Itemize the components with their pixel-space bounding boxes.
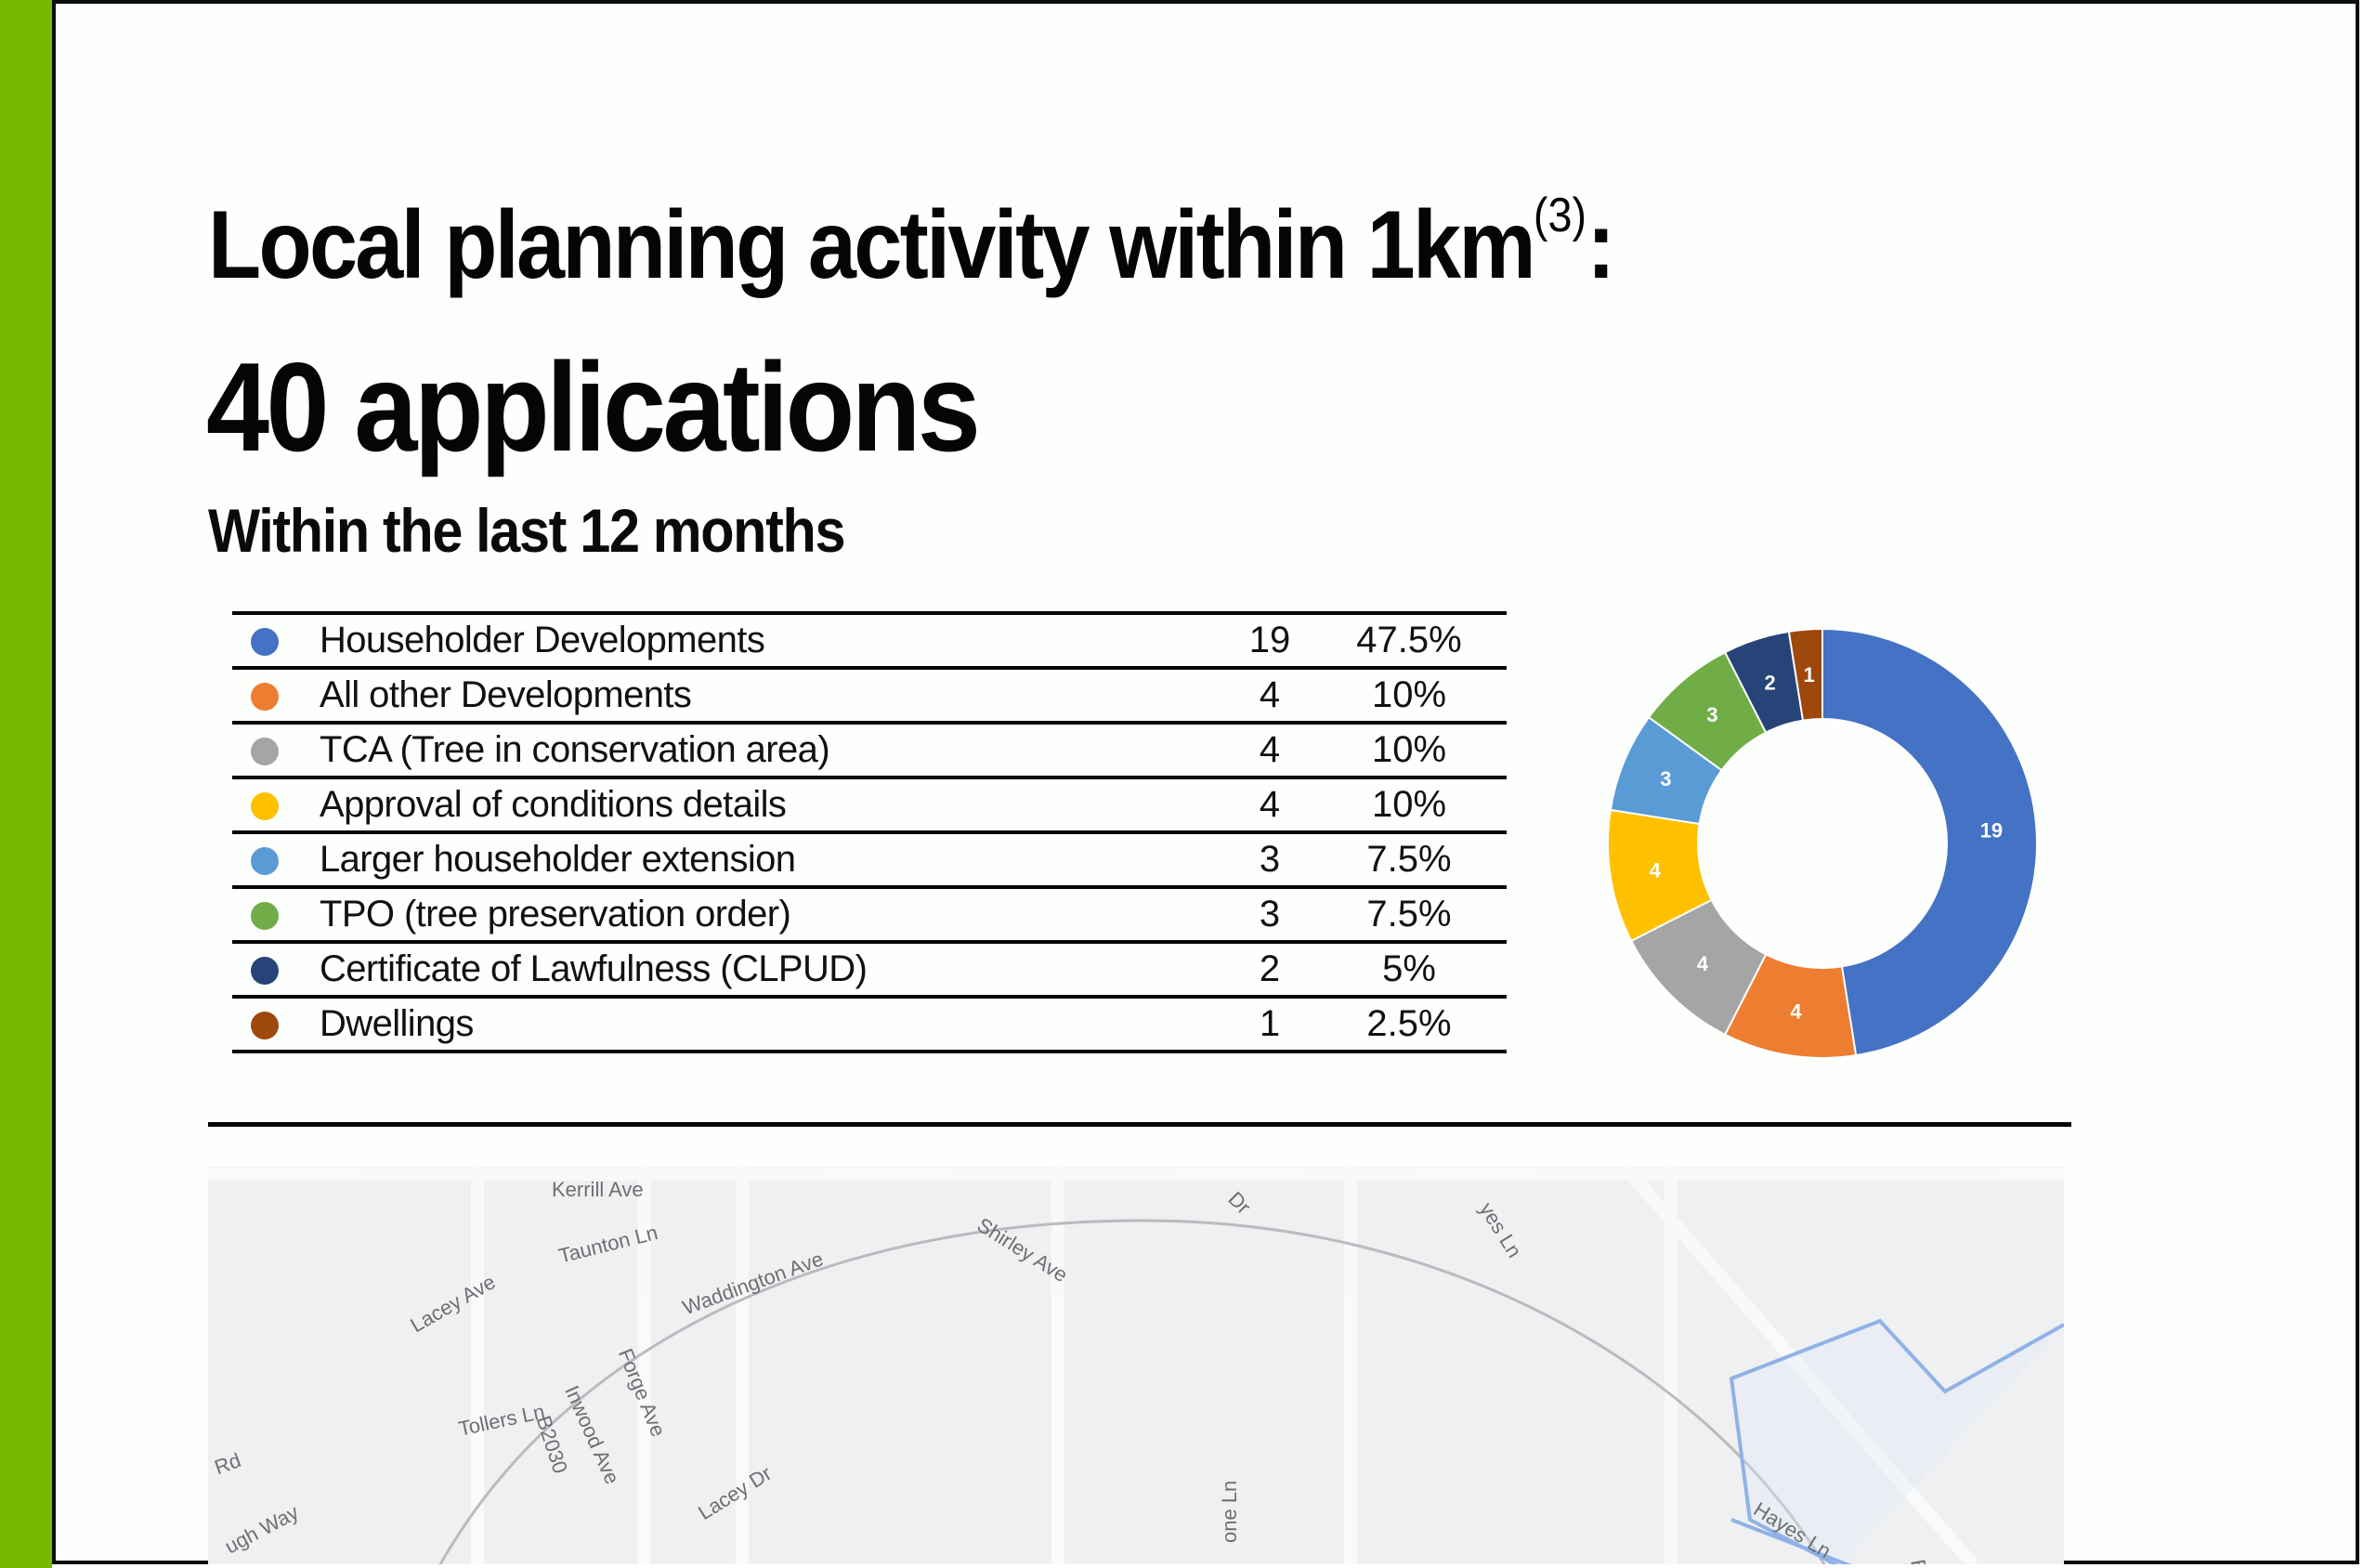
donut-data-label: 3 bbox=[1706, 703, 1717, 726]
legend-row: Certificate of Lawfulness (CLPUD) 2 5% bbox=[232, 942, 1507, 997]
map-street-label: one Ln bbox=[1218, 1480, 1241, 1543]
legend-row: Dwellings 1 2.5% bbox=[232, 997, 1507, 1052]
legend-percent: 7.5% bbox=[1366, 839, 1452, 880]
legend-dot-cell bbox=[232, 777, 297, 832]
map-roads bbox=[208, 1167, 2064, 1564]
donut-chart: 19 4 4 4 3 3 2 1 bbox=[1607, 627, 2038, 1059]
donut-data-label: 4 bbox=[1790, 1000, 1802, 1023]
title-colon: : bbox=[1586, 191, 1615, 299]
donut-data-label: 4 bbox=[1650, 859, 1662, 882]
legend-color-dot-icon bbox=[251, 628, 279, 657]
green-accent-sidebar bbox=[0, 0, 52, 1568]
legend-color-dot-icon bbox=[251, 792, 279, 821]
donut-data-label: 1 bbox=[1804, 663, 1815, 686]
legend-count: 4 bbox=[1259, 729, 1281, 770]
legend-dot-cell bbox=[232, 613, 297, 668]
legend-dot-cell bbox=[232, 997, 297, 1052]
legend-dot-cell bbox=[232, 668, 297, 723]
legend-label: Householder Developments bbox=[320, 620, 765, 660]
page-title: Local planning activity within 1km(3): bbox=[208, 191, 1615, 294]
boundary-outline bbox=[1729, 1318, 2064, 1564]
legend-count: 4 bbox=[1259, 674, 1281, 715]
legend-dot-cell bbox=[232, 887, 297, 942]
legend-label: Approval of conditions details bbox=[320, 784, 787, 825]
legend-count: 2 bbox=[1259, 948, 1281, 989]
legend-row: TPO (tree preservation order) 3 7.5% bbox=[232, 887, 1507, 942]
applications-count-headline: 40 applications bbox=[206, 336, 981, 477]
legend-label: Larger householder extension bbox=[320, 839, 796, 880]
legend-count: 1 bbox=[1259, 1003, 1281, 1044]
legend-label: All other Developments bbox=[320, 674, 692, 715]
legend-dot-cell bbox=[232, 942, 297, 997]
donut-segment bbox=[1821, 627, 2038, 1057]
legend-count: 3 bbox=[1259, 839, 1281, 880]
legend-label: Certificate of Lawfulness (CLPUD) bbox=[320, 948, 868, 989]
legend-row: Householder Developments 19 47.5% bbox=[232, 613, 1507, 668]
legend-row: Larger householder extension 3 7.5% bbox=[232, 832, 1507, 887]
legend-count: 4 bbox=[1259, 784, 1281, 825]
legend-dot-cell bbox=[232, 723, 297, 777]
legend-row: All other Developments 4 10% bbox=[232, 668, 1507, 723]
donut-data-label: 4 bbox=[1697, 952, 1709, 975]
legend-color-dot-icon bbox=[251, 957, 279, 986]
legend-row: TCA (Tree in conservation area) 4 10% bbox=[232, 723, 1507, 777]
map-view[interactable]: Kerrill Ave Taunton Ln Waddington Ave Lacey… bbox=[208, 1167, 2064, 1564]
legend-percent: 10% bbox=[1371, 674, 1447, 715]
legend-row: Approval of conditions details 4 10% bbox=[232, 777, 1507, 832]
legend-table: Householder Developments 19 47.5% All other… bbox=[232, 611, 1507, 1053]
legend-label: TPO (tree preservation order) bbox=[320, 894, 791, 934]
legend-color-dot-icon bbox=[251, 847, 279, 876]
legend-label: Dwellings bbox=[320, 1003, 474, 1044]
legend-color-dot-icon bbox=[251, 738, 279, 766]
legend-count: 19 bbox=[1248, 620, 1291, 660]
legend-color-dot-icon bbox=[251, 902, 279, 931]
radius-circle-arc bbox=[438, 1219, 1826, 1564]
title-footnote-ref[interactable]: (3) bbox=[1533, 189, 1587, 242]
period-subheading: Within the last 12 months bbox=[208, 496, 846, 565]
legend-percent: 7.5% bbox=[1366, 894, 1452, 934]
donut-segment bbox=[1787, 627, 1823, 722]
donut-data-label: 19 bbox=[1980, 819, 2003, 843]
map-street-label: Kerrill Ave bbox=[552, 1178, 644, 1201]
legend-percent: 10% bbox=[1371, 784, 1447, 825]
legend-percent: 5% bbox=[1382, 948, 1436, 989]
legend-count: 3 bbox=[1259, 894, 1281, 934]
legend-percent: 10% bbox=[1371, 729, 1447, 770]
donut-data-label: 2 bbox=[1764, 671, 1775, 694]
donut-data-label: 3 bbox=[1660, 767, 1671, 791]
legend-percent: 47.5% bbox=[1356, 620, 1462, 660]
section-divider bbox=[208, 1122, 2071, 1127]
legend-color-dot-icon bbox=[251, 1012, 279, 1040]
legend-dot-cell bbox=[232, 832, 297, 887]
title-text: Local planning activity within 1km bbox=[208, 191, 1536, 299]
legend-color-dot-icon bbox=[251, 683, 279, 712]
legend-percent: 2.5% bbox=[1366, 1003, 1452, 1044]
legend-label: TCA (Tree in conservation area) bbox=[320, 729, 830, 770]
